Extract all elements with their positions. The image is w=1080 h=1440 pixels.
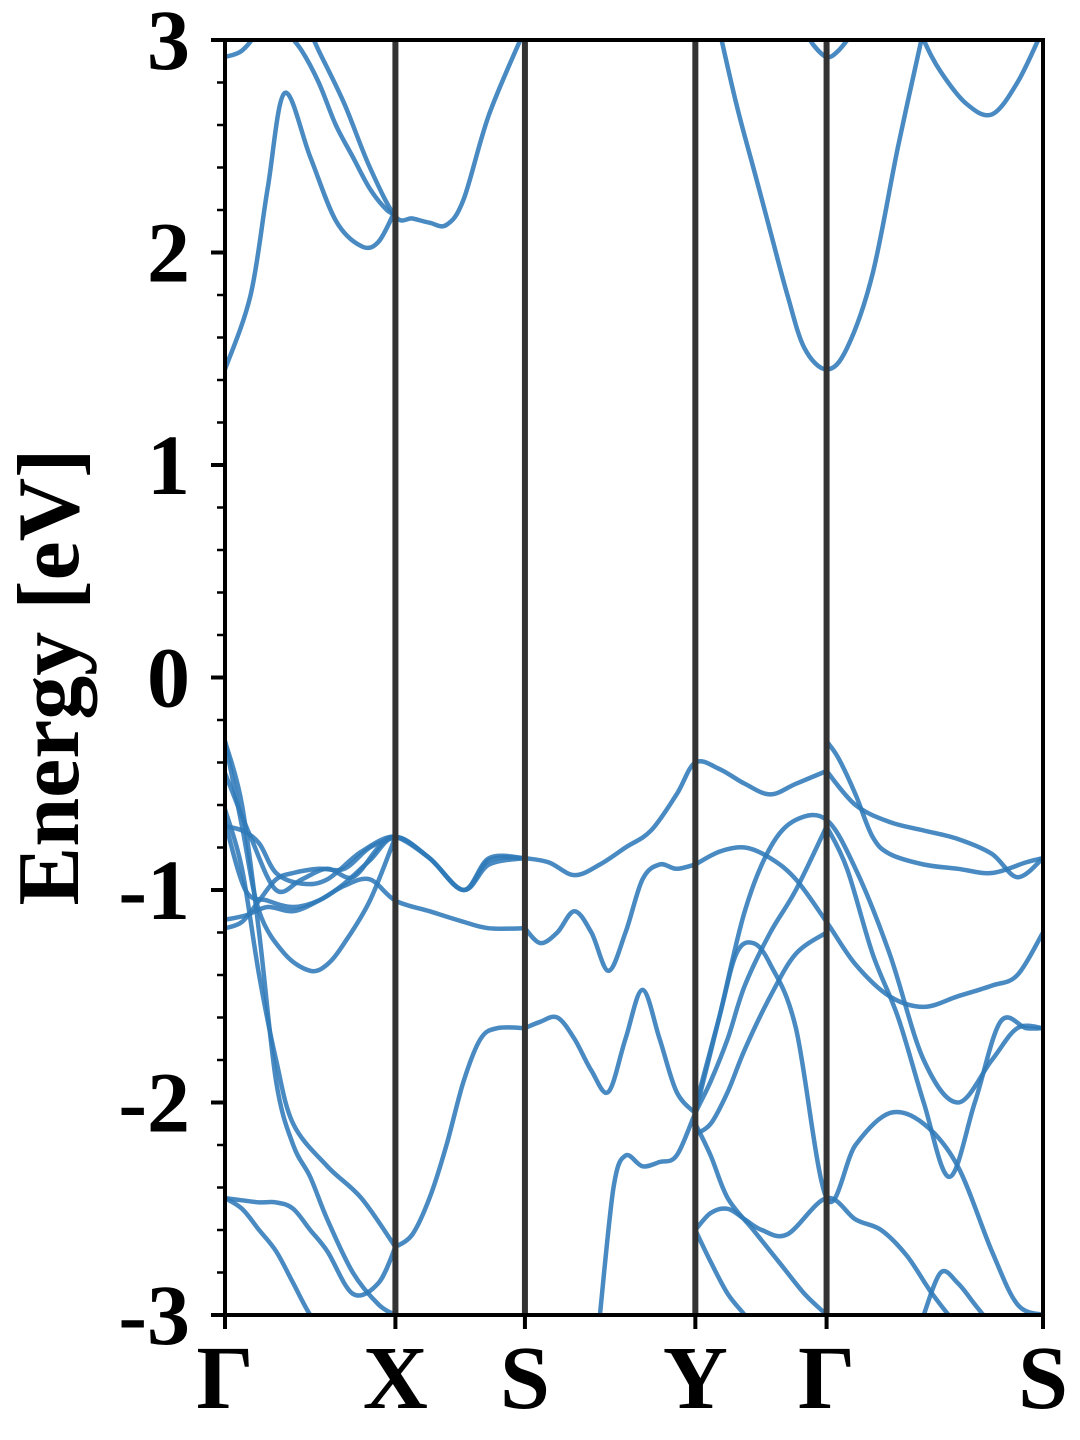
x-tick-label-2: X <box>363 1329 428 1428</box>
x-tick-label-6: S <box>1018 1329 1068 1428</box>
band-line-23 <box>693 1121 830 1315</box>
band-line-6 <box>225 876 528 931</box>
y-tick-label-4: 0 <box>147 630 190 726</box>
band-line-17 <box>225 1195 313 1315</box>
x-tick-label-1: Γ <box>196 1329 253 1428</box>
y-axis: -3 -2 -1 0 1 2 3 <box>118 0 225 1363</box>
band-line-21 <box>693 940 1043 1315</box>
band-line-24 <box>693 1227 748 1315</box>
band-line-8 <box>693 845 1043 1010</box>
x-tick-label-3: S <box>500 1329 550 1428</box>
y-tick-label-7: 3 <box>147 0 190 88</box>
band-line-13 <box>225 807 398 1250</box>
band-line-3 <box>824 768 1043 880</box>
y-axis-title: Energy [eV] <box>1 449 98 906</box>
band-line-31 <box>807 40 1041 118</box>
band-line-14 <box>393 1025 528 1250</box>
y-tick-label-2: -2 <box>118 1055 190 1151</box>
band-line-30 <box>719 40 924 372</box>
y-tick-label-6: 2 <box>147 205 190 301</box>
band-line-25 <box>824 738 1043 876</box>
band-line-12 <box>225 738 398 1315</box>
band-line-27 <box>225 90 398 372</box>
kpoint-lines-layer <box>392 40 830 1315</box>
bands-layer <box>225 40 1043 1315</box>
y-tick-label-1: -3 <box>118 1267 190 1363</box>
band-line-28 <box>225 40 523 229</box>
band-line-20 <box>693 930 829 1137</box>
band-line-26 <box>921 1268 987 1315</box>
band-line-10 <box>225 824 528 893</box>
x-tick-label-4: Y <box>663 1329 728 1428</box>
x-tick-label-5: Γ <box>798 1329 855 1428</box>
band-line-15 <box>522 987 698 1116</box>
band-line-5 <box>225 738 398 974</box>
band-line-2 <box>522 758 829 878</box>
band-line-7 <box>522 861 698 974</box>
band-line-29 <box>290 40 398 217</box>
band-line-19 <box>824 824 1043 1180</box>
y-tick-label-3: -1 <box>118 842 190 938</box>
band-line-16 <box>693 812 1043 1116</box>
y-tick-label-5: 1 <box>147 417 190 513</box>
